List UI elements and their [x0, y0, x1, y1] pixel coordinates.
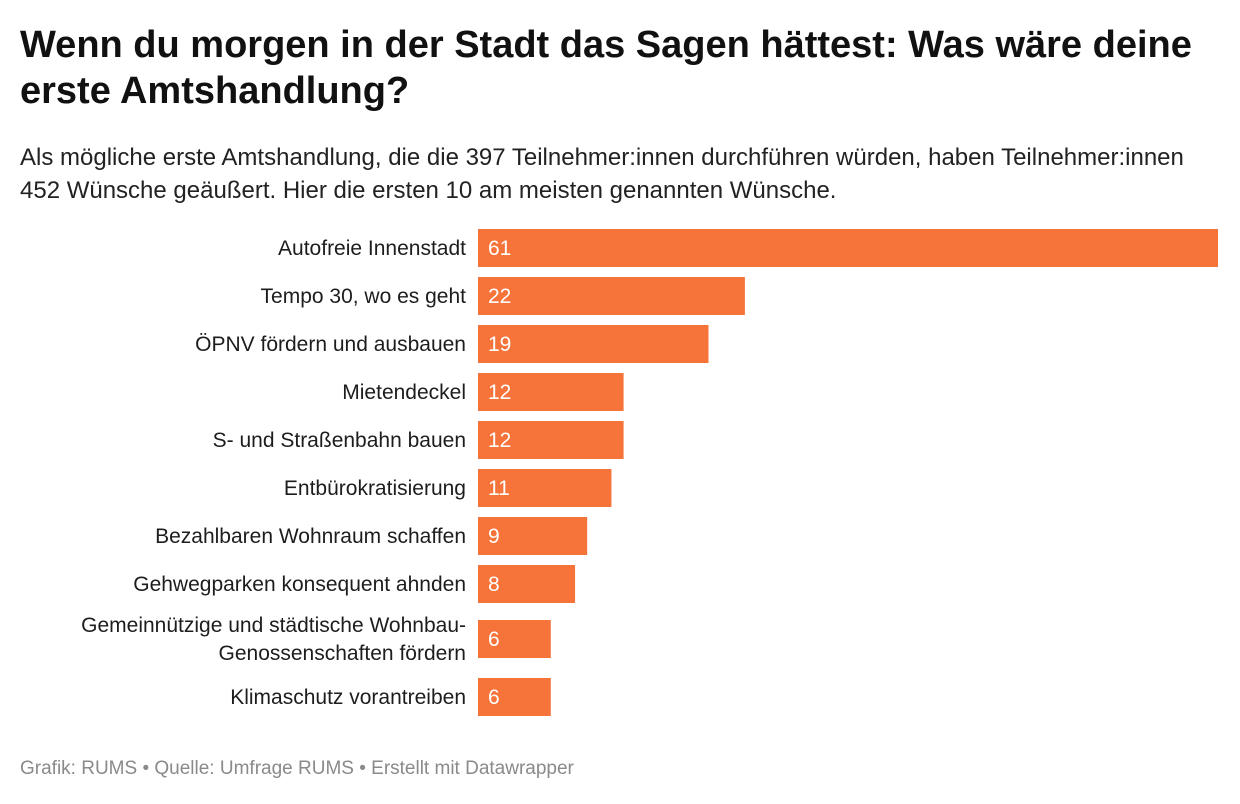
bar-value-label: 9: [488, 525, 500, 548]
bar-value-label: 6: [488, 628, 500, 651]
bar-value-label: 11: [488, 477, 510, 500]
bar-value-label: 8: [488, 573, 500, 596]
chart-subtitle: Als mögliche erste Amtshandlung, die die…: [20, 144, 1184, 204]
category-label: Mietendeckel: [342, 381, 466, 404]
category-label: Bezahlbaren Wohnraum schaffen: [155, 525, 466, 548]
bar-7: [478, 517, 588, 555]
source-footer: Grafik: RUMS • Quelle: Umfrage RUMS • Er…: [20, 758, 574, 779]
bar-value-label: 12: [488, 429, 511, 452]
category-label: Autofreie Innenstadt: [278, 237, 466, 260]
category-label: Genossenschaften fördern: [219, 642, 467, 665]
bar-2: [478, 277, 745, 315]
bar-8: [478, 565, 576, 603]
category-label: Klimaschutz vorantreiben: [230, 686, 466, 709]
bar-value-label: 6: [488, 686, 500, 709]
bar-chart: 61 Autofreie Innenstadt 22 Tempo 30, wo es …: [81, 229, 1218, 716]
bar-value-label: 22: [488, 285, 511, 308]
bar-value-label: 12: [488, 381, 511, 404]
bar-3: [478, 325, 709, 363]
category-label: S- und Straßenbahn bauen: [213, 429, 466, 452]
category-label: ÖPNV fördern und ausbauen: [195, 333, 466, 356]
bar-value-label: 19: [488, 333, 511, 356]
bar-1: [478, 229, 1218, 267]
bar-5: [478, 421, 624, 459]
bar-4: [478, 373, 624, 411]
bar-6: [478, 469, 612, 507]
chart-title: Wenn du morgen in der Stadt das Sagen hä…: [20, 24, 1192, 112]
bar-value-label: 61: [488, 237, 511, 260]
category-label: Tempo 30, wo es geht: [261, 285, 467, 308]
category-label: Gemeinnützige und städtische Wohnbau-: [81, 614, 466, 637]
category-label: Gehwegparken konsequent ahnden: [133, 573, 466, 596]
bar-10: [478, 678, 551, 716]
category-label: Entbürokratisierung: [284, 477, 466, 500]
bar-9: [478, 620, 551, 658]
